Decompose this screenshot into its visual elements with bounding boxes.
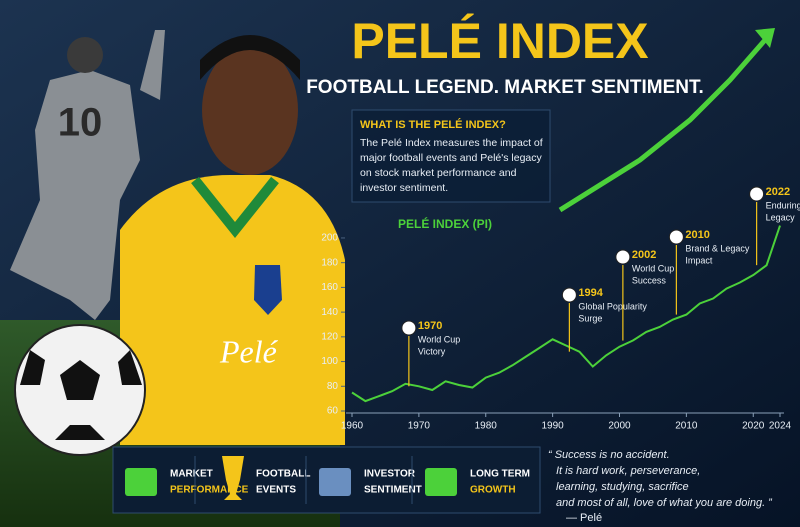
x-tick-label: 1980 — [475, 421, 498, 432]
feature-label: LONG TERM — [470, 469, 530, 480]
quote-line: learning, studying, sacrifice — [556, 481, 689, 493]
annotation-text: Impact — [685, 255, 713, 265]
annotation-text: Legacy — [766, 212, 796, 222]
info-line: major football events and Pelé's legacy — [360, 152, 543, 164]
x-tick-label: 2010 — [675, 421, 698, 432]
annotation-text: World Cup — [418, 334, 460, 344]
index-line — [351, 225, 781, 403]
y-tick-label: 160 — [321, 282, 338, 293]
annotation-text: Enduring — [766, 200, 800, 210]
feature-icon — [125, 468, 157, 496]
feature-label: MARKET — [170, 469, 213, 480]
y-tick-label: 120 — [321, 331, 338, 342]
x-tick-label: 2000 — [608, 421, 631, 432]
annotation-text: Victory — [418, 346, 446, 356]
y-tick-label: 100 — [321, 356, 338, 367]
quote-line: and most of all, love of what you are do… — [556, 497, 773, 509]
info-line: investor sentiment. — [360, 182, 448, 194]
annotation-year: 2010 — [685, 229, 709, 241]
feature-icon — [425, 468, 457, 496]
feature-label: GROWTH — [470, 485, 516, 496]
annotation-year: 2022 — [766, 186, 790, 198]
annotation-year: 2002 — [632, 249, 656, 261]
quote-author: — Pelé — [566, 512, 602, 524]
annotation-year: 1994 — [578, 287, 603, 299]
annotation-text: World Cup — [632, 263, 674, 273]
x-tick-label: 2024 — [769, 421, 792, 432]
football — [14, 324, 146, 456]
feature-label: PERFORMANCE — [170, 485, 249, 496]
quote: “ Success is no accident. It is hard work… — [548, 449, 773, 524]
y-tick-label: 60 — [327, 406, 339, 417]
x-tick-label: 1960 — [341, 421, 364, 432]
signature: Pelé — [219, 333, 279, 369]
annotation-ball — [668, 229, 684, 245]
annotation-ball — [561, 287, 577, 303]
y-tick-label: 200 — [321, 233, 338, 244]
annotation-year: 1970 — [418, 320, 442, 332]
y-tick-label: 180 — [321, 257, 338, 268]
deco-arrow-head — [755, 28, 775, 48]
feature-label: FOOTBALL — [256, 469, 310, 480]
jersey-number: 10 — [58, 101, 103, 145]
features: MARKET PERFORMANCE FOOTBALL EVENTS INVESTOR S… — [125, 456, 530, 504]
feature-icon — [319, 468, 351, 496]
feature-label: INVESTOR — [364, 469, 416, 480]
x-tick-label: 2020 — [742, 421, 765, 432]
info-box — [351, 109, 551, 203]
portrait: Pelé — [120, 35, 345, 445]
chart-title: PELÉ INDEX (PI) — [398, 216, 492, 231]
deco-arrow — [558, 38, 767, 213]
x-tick-label: 1990 — [542, 421, 565, 432]
annotation-text: Success — [632, 275, 667, 285]
x-tick-label: 1970 — [408, 421, 431, 432]
info-line: on stock market performance and — [360, 167, 517, 179]
info-text: The Pelé Index measures the impact of maj… — [360, 137, 543, 194]
annotation-text: Surge — [578, 313, 602, 323]
player-photo: 10 — [10, 30, 165, 320]
chart: 60 80 100 120 140 160 180 200 1960 1970 1980 1990 20… — [321, 186, 800, 432]
annotation-text: Global Popularity — [578, 301, 647, 311]
annotation-ball — [749, 186, 765, 202]
feature-label: EVENTS — [256, 485, 296, 496]
annotation-ball — [615, 249, 631, 265]
feature-label: SENTIMENT — [364, 485, 422, 496]
quote-line: It is hard work, perseverance, — [556, 465, 700, 477]
quote-line: “ Success is no accident. — [548, 449, 670, 461]
y-tick-label: 80 — [327, 381, 339, 392]
y-tick-label: 140 — [321, 307, 338, 318]
info-line: The Pelé Index measures the impact of — [360, 137, 543, 149]
subtitle: FOOTBALL LEGEND. MARKET SENTIMENT. — [306, 77, 704, 98]
info-heading: WHAT IS THE PELÉ INDEX? — [360, 118, 506, 131]
annotation-text: Brand & Legacy — [685, 243, 750, 253]
title: PELÉ INDEX — [351, 13, 648, 69]
trophy-icon — [222, 456, 244, 500]
annotation-ball — [401, 320, 417, 336]
